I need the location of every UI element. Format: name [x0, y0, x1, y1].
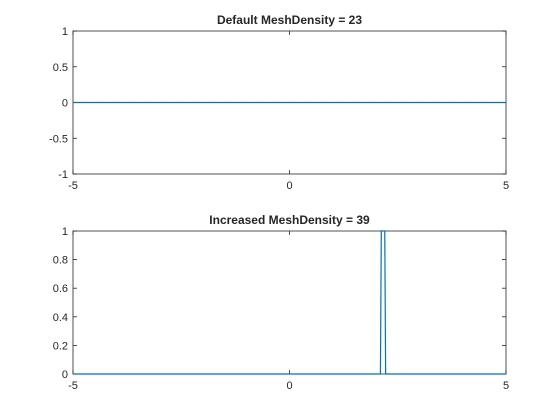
series-line-bottom-0 [73, 230, 506, 375]
x-tick-label-top-2: 5 [503, 180, 509, 192]
y-tick-label-top-3: 0.5 [53, 62, 68, 74]
x-tick-label-bottom-2: 5 [503, 380, 509, 392]
y-tick-label-bottom-0: 0 [62, 369, 68, 381]
chart-bottom: Increased MeshDensity = 39 -5 0 500.20.40.… [53, 213, 509, 392]
x-tick-label-top-1: 0 [286, 180, 292, 192]
axes-box-bottom [72, 230, 507, 375]
y-tick-label-top-2: 0 [62, 98, 68, 110]
x-tick-label-bottom-1: 0 [286, 380, 292, 392]
x-tick-label-top-0: -5 [68, 180, 78, 192]
y-tick-label-bottom-4: 0.8 [53, 255, 68, 267]
y-tick-label-top-1: -0.5 [49, 133, 68, 145]
ticks-top: -5 0 5 -1 -0.5 0 0.5 1 [49, 26, 509, 192]
y-tick-label-top-4: 1 [62, 26, 68, 38]
y-tick-label-top-0: -1 [58, 169, 68, 181]
ticks-bottom: -5 0 500.20.40.60.81 [53, 226, 509, 392]
y-tick-label-bottom-5: 1 [62, 226, 68, 238]
x-tick-label-bottom-0: -5 [68, 380, 78, 392]
chart-top: Default MeshDensity = 23 -5 0 5 -1 -0.5 0 0.5 1 [49, 13, 509, 192]
chart-title-bottom: Increased MeshDensity = 39 [209, 213, 370, 227]
y-tick-label-bottom-2: 0.4 [53, 312, 68, 324]
y-tick-label-bottom-3: 0.6 [53, 283, 68, 295]
y-tick-label-bottom-1: 0.2 [53, 340, 68, 352]
series-group-bottom [73, 230, 506, 375]
chart-title-top: Default MeshDensity = 23 [217, 13, 362, 27]
